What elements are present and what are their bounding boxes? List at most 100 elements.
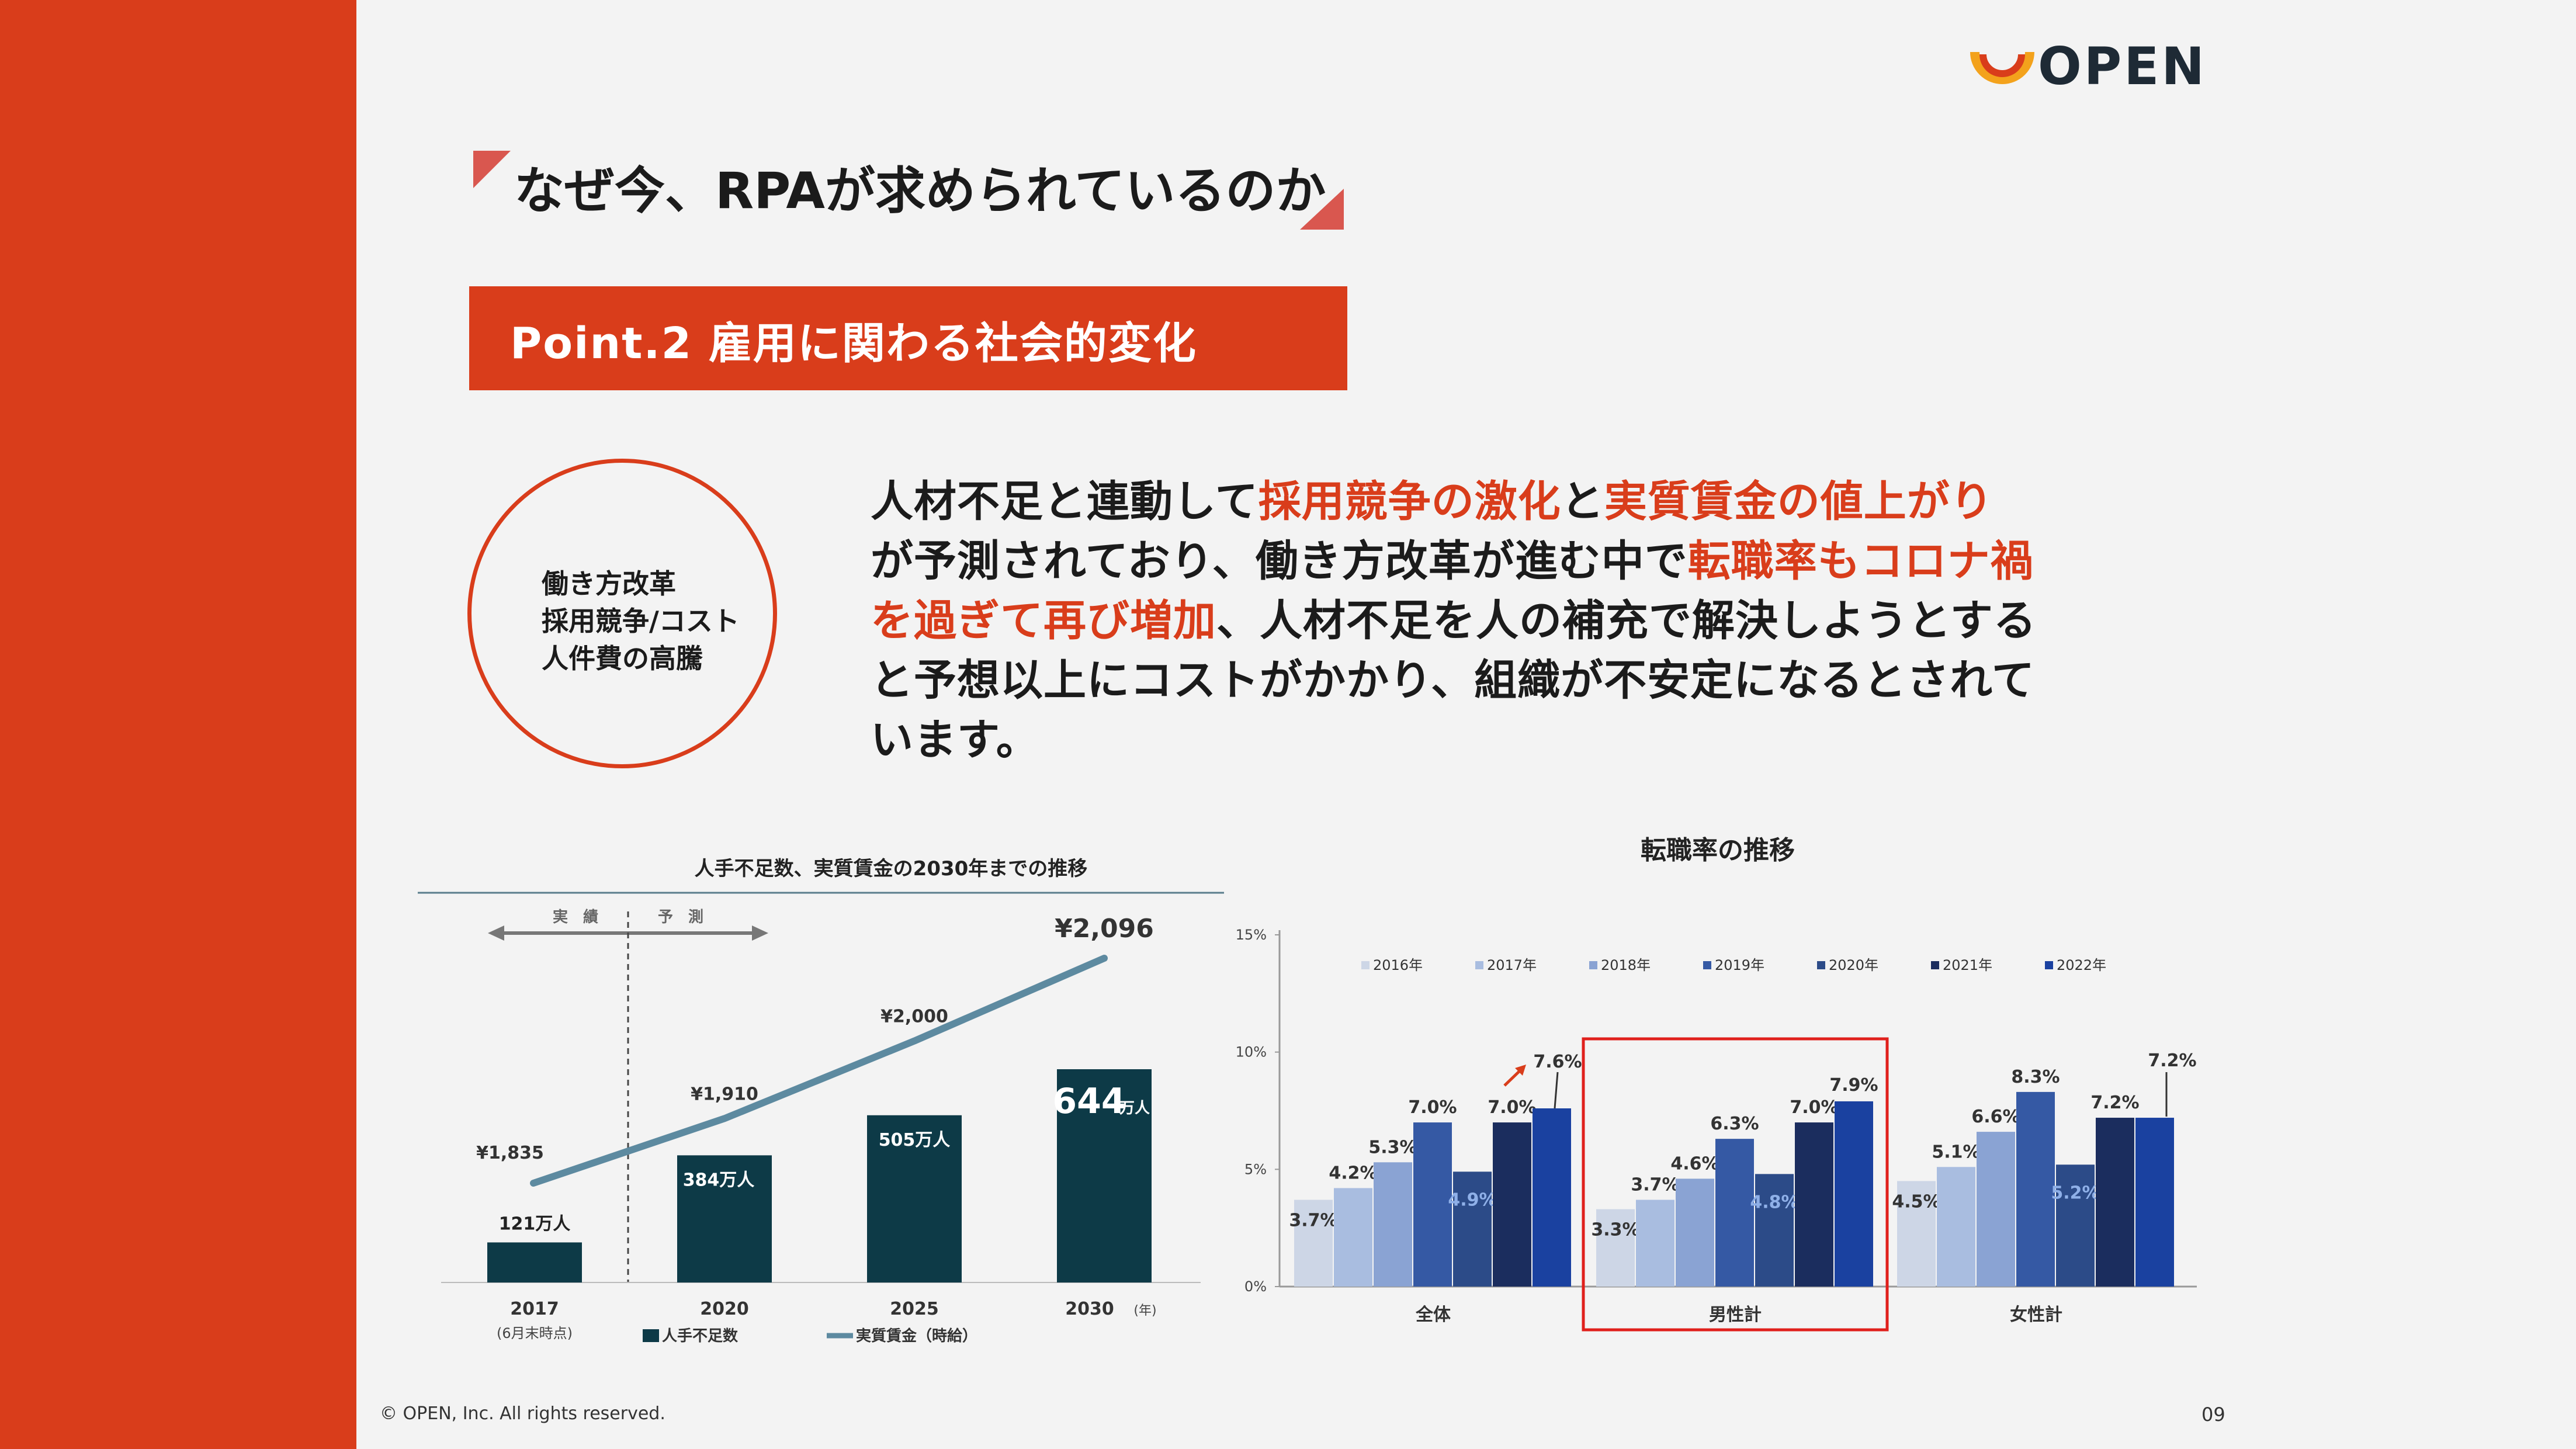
bar [867,1115,962,1282]
body-paragraph: 人材不足と連動して採用競争の激化と実質賃金の値上がり が予測されており、働き方改… [871,472,2092,770]
body-text: と予想以上にコストがかかり、組織が不安定になるとされて [871,656,2035,705]
arrow-right-icon [752,925,768,941]
body-text: が予測されており、働き方改革が進む中で [871,536,1688,586]
bar [1334,1188,1372,1287]
bar [677,1155,772,1282]
bar [1636,1200,1674,1287]
bar-value-label: 7.9% [1829,1075,1878,1096]
bar [1493,1122,1531,1287]
bar [1835,1101,1873,1287]
x-tick-label: 2017 [510,1299,559,1319]
label-leader-line [1554,1072,1559,1109]
bar-value-label: 7.2% [2148,1051,2196,1071]
legend-swatch-bar [643,1329,659,1342]
y-tick-label: 0% [1244,1278,1267,1295]
line-value-label: ¥2,096 [1055,914,1154,944]
legend-swatch [1931,961,1939,969]
bar [1676,1178,1714,1287]
body-highlight: を過ぎて再び増加 [871,596,1216,646]
x-tick-label: 2020 [700,1299,749,1319]
bar [1057,1069,1152,1282]
legend-swatch [2045,961,2053,969]
bar [1374,1162,1412,1287]
bar [1755,1174,1794,1287]
logo-text: OPEN [2038,36,2207,96]
bar-value-label: 4.2% [1329,1163,1377,1183]
chart-title: 人手不足数、実質賃金の2030年までの推移 [695,857,1088,881]
bar [2056,1164,2095,1287]
left-accent-bar [0,0,356,1449]
line-value-label: ¥1,910 [691,1084,758,1104]
bar [1294,1200,1333,1287]
highlight-box [1582,1037,1889,1332]
turnover-rate-chart: 転職率の推移 0% 5% 10% 15% 2016年 2017年 2018年 2019年 2020… [1236,836,2197,1332]
legend-swatch [1817,961,1825,969]
bar-value-label: 6.6% [1971,1107,2020,1127]
bar [2096,1118,2134,1287]
corner-triangle-bottom-right [1300,189,1344,230]
body-text: 人材不足と連動して [871,477,1258,526]
trend-arrow-icon [1515,1065,1526,1076]
legend-label: 実質賃金（時給） [856,1327,977,1345]
bar-value-label: 6.3% [1710,1114,1759,1134]
legend-label: 2020年 [1829,957,1878,973]
bar-value-label-big: 644 [1052,1081,1125,1122]
bar [1453,1171,1492,1287]
bar-value-label: 384万人 [683,1170,755,1190]
legend-label: 2018年 [1601,957,1651,973]
bar-value-label: 4.8% [1750,1192,1798,1212]
actual-label: 実 績 [553,908,598,926]
x-tick-label: 2025 [890,1299,939,1319]
page-title: なぜ今、RPAが求められているのか [514,162,1326,220]
x-tick-label: 2030 [1065,1299,1114,1319]
bar [1533,1108,1571,1287]
bar [1795,1122,1833,1287]
open-logo: OPEN [1970,41,2207,92]
arrow-left-icon [488,925,504,941]
bar-value-label: 4.9% [1448,1190,1496,1210]
bar [2135,1118,2174,1287]
bar-value-label: 7.0% [1488,1097,1536,1118]
bar-value-label: 5.1% [1932,1142,1980,1162]
legend-swatch [1475,961,1483,969]
point-banner: Point.2 雇用に関わる社会的変化 [469,286,1347,390]
bar-value-label: 5.2% [2051,1183,2099,1203]
trend-arrow-line [1503,1069,1521,1087]
keyword-item: 人件費の高騰 [542,643,703,674]
bar-value-label: 3.7% [1289,1211,1337,1231]
legend-swatch [1361,961,1370,969]
x-tick-note: (6月末時点) [497,1325,573,1341]
bar-value-label: 5.3% [1368,1137,1417,1157]
bar-value-label: 8.3% [2011,1067,2060,1087]
bar [2016,1091,2055,1287]
x-tick-label: 女性計 [2010,1305,2062,1325]
title-block: なぜ今、RPAが求められているのか [473,151,1344,230]
body-highlight: 実質賃金の値上がり [1604,477,1993,526]
body-highlight: 転職率もコロナ禍 [1687,536,2034,586]
keyword-circle: 働き方改革 採用競争/コスト 人件費の高騰 [467,459,777,768]
wage-line [530,955,1108,1187]
bar [1977,1132,2015,1287]
bar [1937,1167,1975,1287]
logo-mark-icon [1970,51,2034,84]
y-tick-label: 15% [1236,927,1267,943]
body-text: と [1561,477,1604,526]
keyword-item: 採用競争/コスト [542,605,740,637]
bar-value-label: 7.0% [1790,1097,1838,1118]
legend-label: 2022年 [2057,957,2106,973]
bar-value-label: 3.3% [1591,1220,1639,1240]
x-tick-label: 全体 [1415,1305,1451,1325]
bar [1596,1209,1635,1287]
legend-label: 2016年 [1373,957,1423,973]
bar [1897,1181,1936,1287]
bar-value-label: 4.5% [1892,1191,1940,1212]
bar-value-label: 121万人 [499,1214,571,1234]
chart-title: 転職率の推移 [1641,836,1795,865]
line-value-label: ¥1,835 [476,1143,544,1163]
y-tick-label: 5% [1244,1161,1267,1177]
legend-swatch [1589,961,1597,969]
bar-value-label: 7.2% [2090,1093,2139,1113]
line-value-label: ¥2,000 [880,1007,948,1027]
body-text: います。 [871,715,1039,765]
copyright: © OPEN, Inc. All rights reserved. [380,1403,665,1424]
